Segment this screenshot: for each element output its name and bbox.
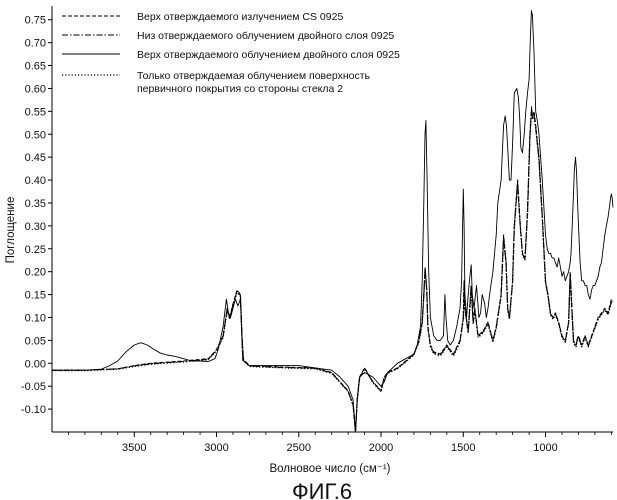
y-tick-label: 0.40: [25, 175, 46, 187]
legend-label-s3: Верх отверждаемого облучением двойного с…: [137, 49, 400, 61]
legend-label-s2: Низ отверждаемого облучением двойного сл…: [137, 30, 394, 42]
y-axis-label: Поглощение: [5, 197, 17, 264]
y-tick-label: 0.35: [25, 198, 46, 210]
y-tick-label: 0.45: [25, 152, 46, 164]
absorbance-chart: 3500 3000 2500 2000 1500 1000 0.75 0.70 0.65 0.6…: [0, 0, 617, 500]
x-axis-label: Волновое число (см⁻¹): [269, 463, 390, 475]
y-tick-label: 0.10: [25, 312, 46, 324]
y-tick-label: 0.60: [25, 83, 46, 95]
legend-label-s1: Верх отверждаемого излучением CS 0925: [137, 11, 343, 23]
y-tick-label: 0.50: [25, 129, 46, 141]
y-tick-label: 0.75: [25, 15, 46, 27]
y-tick-label: 0.20: [25, 267, 46, 279]
y-tick-label: 0.15: [25, 290, 46, 302]
y-tick-label: 0.70: [25, 38, 46, 50]
y-tick-label: -0.05: [21, 381, 46, 393]
x-tick-label: 3000: [204, 442, 228, 454]
x-tick-label: 1000: [533, 442, 557, 454]
legend-label-s4: Только отверждаемая облучением поверхнос…: [137, 70, 371, 82]
y-tick-label: 0.65: [25, 61, 46, 73]
figure-caption: ФИГ.6: [292, 479, 352, 500]
y-tick-label: 0.05: [25, 335, 46, 347]
y-tick-label: 0.25: [25, 244, 46, 256]
y-tick-label: 0.55: [25, 106, 46, 118]
x-tick-label: 1500: [451, 442, 475, 454]
legend-label-s4: первичного покрытия со стороны стекла 2: [137, 83, 343, 95]
x-tick-label: 3500: [122, 442, 146, 454]
x-tick-label: 2500: [287, 442, 311, 454]
y-tick-label: 0.30: [25, 221, 46, 233]
y-tick-label: -0.10: [21, 404, 46, 416]
y-tick-label: 0.00: [25, 358, 46, 370]
x-tick-label: 2000: [369, 442, 393, 454]
